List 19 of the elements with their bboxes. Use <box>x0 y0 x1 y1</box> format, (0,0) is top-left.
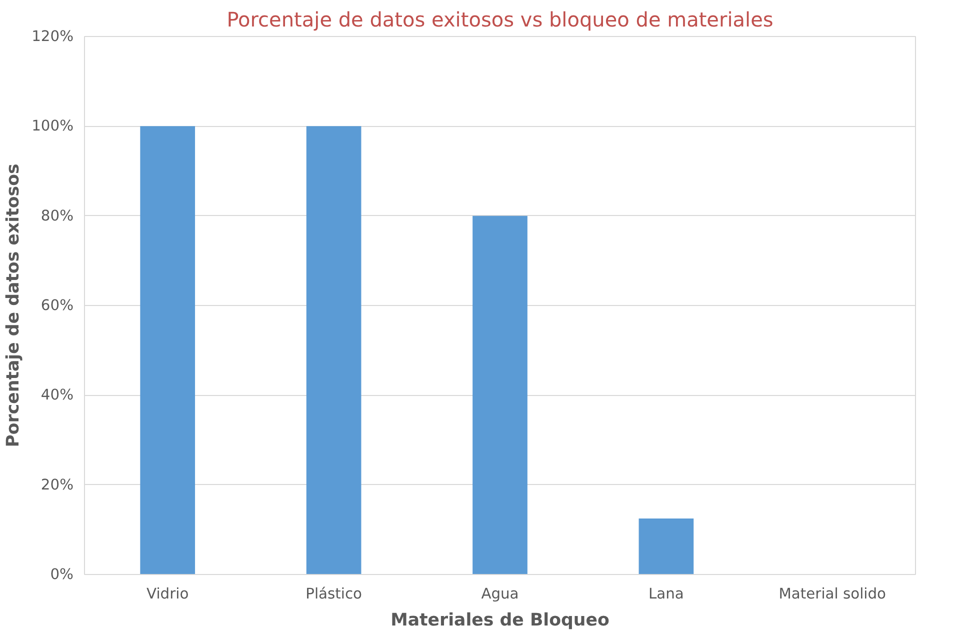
x-tick-label: Plástico <box>306 586 362 602</box>
x-tick-label: Material solido <box>778 586 886 602</box>
bar <box>472 216 528 574</box>
y-tick-label: 20% <box>40 476 74 494</box>
x-tick-label: Lana <box>648 586 684 602</box>
bar <box>306 126 362 574</box>
y-tick-label: 100% <box>32 118 74 135</box>
x-axis-title: Materiales de Bloqueo <box>390 610 610 630</box>
y-tick-label: 120% <box>32 28 74 45</box>
y-tick-label: 60% <box>40 297 74 314</box>
y-tick-label: 40% <box>40 386 74 404</box>
y-tick-label: 0% <box>50 566 74 583</box>
chart-title: Porcentaje de datos exitosos vs bloqueo de materiales <box>226 8 774 32</box>
x-tick-label: Vidrio <box>146 586 189 602</box>
x-tick-label: Agua <box>481 586 519 602</box>
bar <box>638 518 694 574</box>
y-tick-label: 80% <box>40 207 74 224</box>
y-axis-title: Porcentaje de datos exitosos <box>4 164 24 448</box>
bar <box>140 126 196 574</box>
